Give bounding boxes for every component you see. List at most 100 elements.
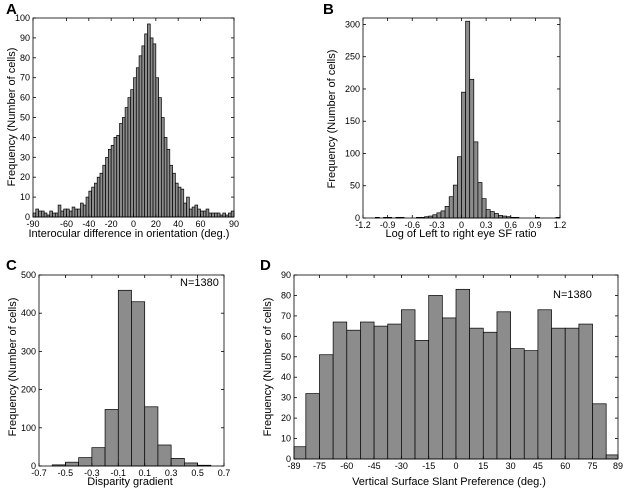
histogram-bar xyxy=(110,145,115,218)
histogram-bar xyxy=(63,208,67,218)
histogram-bar xyxy=(485,209,491,219)
histogram-bar xyxy=(149,37,154,218)
histogram-bar xyxy=(77,208,81,218)
x-tick-label: 0 xyxy=(459,220,464,230)
histogram-bar xyxy=(208,212,213,218)
histogram-bar xyxy=(360,321,375,460)
histogram-bar xyxy=(144,33,148,218)
histogram-bar xyxy=(57,204,62,218)
y-tick-label: 150 xyxy=(345,116,360,126)
axes-frame xyxy=(38,274,225,467)
y-tick-label: 100 xyxy=(345,148,360,158)
histogram-bar xyxy=(222,212,226,218)
ticks-group: -89 -75 -60 -45 -30 -15 0 15 30 45 60 75 89 0 10 20 30 40… xyxy=(281,270,623,471)
histogram-bar xyxy=(482,331,498,460)
histogram-bar xyxy=(94,182,98,218)
histogram-bar xyxy=(211,212,215,218)
x-tick-label: -0.6 xyxy=(404,220,420,230)
panel-a: A Interocular difference in orientation … xyxy=(6,1,239,240)
histogram-bar xyxy=(105,156,109,218)
histogram-bar xyxy=(119,123,123,218)
histogram-bar xyxy=(188,208,193,218)
histogram-bar xyxy=(141,45,146,218)
x-tick-label: -15 xyxy=(422,461,435,471)
y-tick-label: 40 xyxy=(281,372,291,382)
y-tick-label: 10 xyxy=(20,192,30,202)
x-tick-label: -60 xyxy=(340,461,353,471)
y-tick-label: 250 xyxy=(345,52,360,62)
histogram-bar xyxy=(200,210,204,218)
histogram-bar xyxy=(216,212,221,218)
y-axis-label: Frequency (Number of cells) xyxy=(326,50,338,189)
histogram-bar xyxy=(155,77,159,218)
panel-label-b: B xyxy=(323,1,334,18)
histogram-bar xyxy=(191,206,196,218)
histogram-bar xyxy=(202,210,207,218)
histogram-bar xyxy=(117,289,132,467)
x-tick-label: -0.5 xyxy=(58,468,74,478)
histogram-bar xyxy=(68,210,73,218)
histogram-bar xyxy=(158,97,162,218)
histogram-bar xyxy=(88,190,92,218)
y-axis-label: Frequency (Number of cells) xyxy=(262,298,274,437)
x-axis-label: Disparity gradient xyxy=(87,476,173,488)
histogram-bar xyxy=(43,212,48,218)
x-tick-label: 30 xyxy=(506,461,516,471)
y-tick-label: 90 xyxy=(281,270,291,280)
x-tick-label: 1.2 xyxy=(554,220,567,230)
y-tick-label: 0 xyxy=(31,461,36,471)
histogram-bar xyxy=(436,212,442,219)
histogram-bar xyxy=(469,327,484,460)
histogram-bar xyxy=(116,135,120,218)
x-tick-label: -0.1 xyxy=(111,468,127,478)
y-tick-label: 100 xyxy=(15,13,30,23)
histogram-bar xyxy=(144,406,159,467)
histogram-bar xyxy=(113,137,118,218)
x-tick-label: 0.3 xyxy=(480,220,493,230)
x-tick-label: 15 xyxy=(478,461,488,471)
panel-label-d: D xyxy=(260,257,271,274)
histogram-bar xyxy=(121,117,126,218)
histogram-bar xyxy=(537,309,552,460)
x-tick-label: 0.3 xyxy=(165,468,178,478)
x-tick-label: -89 xyxy=(287,461,300,471)
x-tick-label: 0 xyxy=(453,461,458,471)
x-tick-label: -60 xyxy=(60,219,73,229)
histogram-bar xyxy=(38,210,42,218)
x-tick-label: 0.7 xyxy=(218,468,231,478)
histogram-bar xyxy=(54,212,59,218)
histogram-bar xyxy=(373,325,389,460)
y-tick-label: 70 xyxy=(20,73,30,83)
histogram-bar xyxy=(465,20,471,219)
x-axis-label: Interocular difference in orientation (d… xyxy=(29,228,230,240)
y-tick-label: 0 xyxy=(25,212,30,222)
x-tick-label: 45 xyxy=(533,461,543,471)
x-tick-label: 89 xyxy=(613,461,623,471)
y-tick-label: 20 xyxy=(281,413,291,423)
bars-group xyxy=(293,288,619,460)
y-tick-label: 50 xyxy=(350,181,360,191)
bars-group xyxy=(374,20,561,219)
panel-d: D Vertical Surface Slant Preference (deg… xyxy=(260,257,623,488)
histogram-bar xyxy=(32,212,37,218)
histogram-bar xyxy=(71,206,76,218)
histogram-bar xyxy=(305,393,320,460)
histogram-bar xyxy=(49,210,53,218)
histogram-bar xyxy=(194,204,199,218)
histogram-bar xyxy=(477,182,483,219)
histogram-bar xyxy=(401,309,416,460)
y-tick-label: 80 xyxy=(20,53,30,63)
histogram-bar xyxy=(99,172,104,218)
histogram-bar xyxy=(346,329,361,460)
histogram-bar xyxy=(133,77,137,218)
x-tick-label: -1.2 xyxy=(355,220,371,230)
histogram-bar xyxy=(166,148,171,218)
histogram-bar xyxy=(66,208,70,218)
y-tick-label: 100 xyxy=(21,423,36,433)
histogram-bar xyxy=(564,327,580,460)
x-axis-label: Vertical Surface Slant Preference (deg.) xyxy=(352,476,546,488)
y-tick-label: 60 xyxy=(20,93,30,103)
x-tick-label: 0.5 xyxy=(191,468,204,478)
histogram-bar xyxy=(442,317,457,460)
